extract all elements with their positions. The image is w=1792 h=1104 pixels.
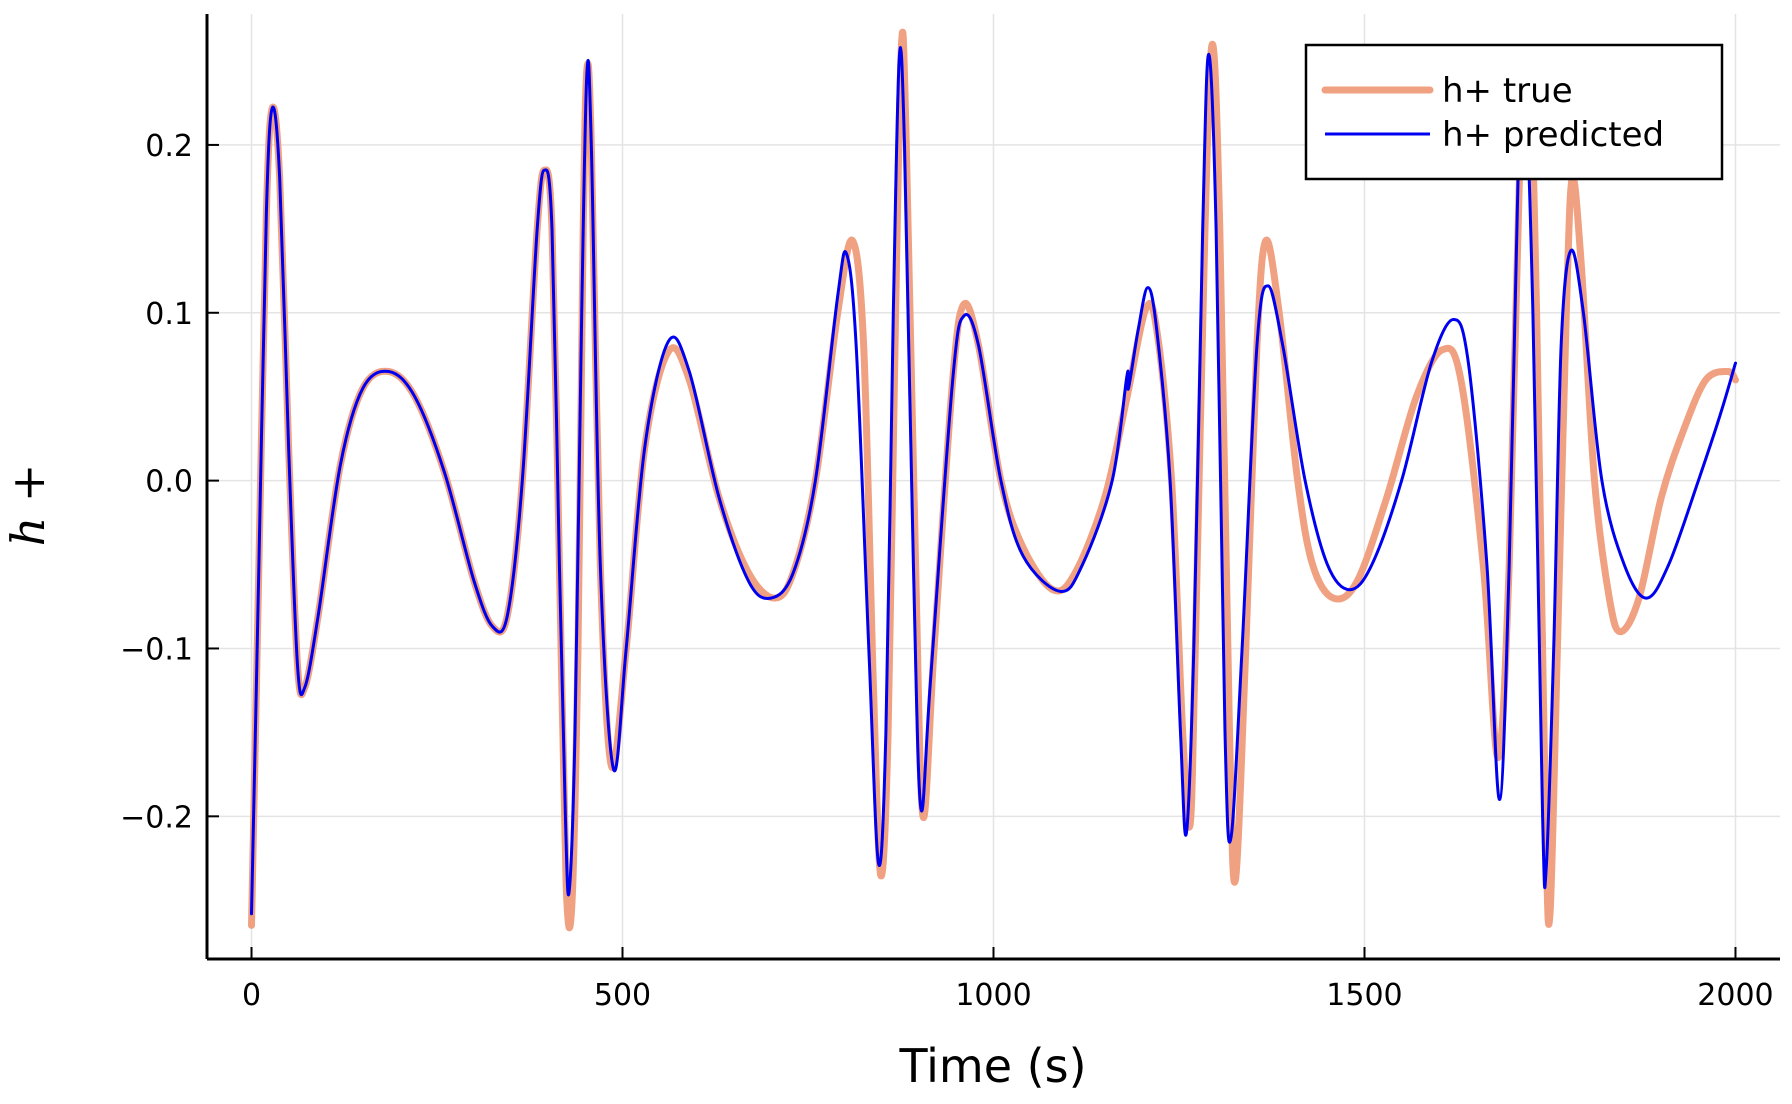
y-tick-label: 0.2 [145,129,193,164]
legend-label-predicted: h+ predicted [1442,115,1664,155]
y-axis-title: h + [1,464,55,547]
legend-label-true: h+ true [1442,71,1573,111]
series-layer [248,28,1739,932]
legend: h+ true h+ predicted [1304,43,1724,181]
y-tick-label: 0.1 [145,297,193,332]
x-tick-label: 1000 [955,978,1031,1013]
y-tick-label: −0.2 [120,800,193,835]
x-axis-title: Time (s) [898,1039,1086,1093]
y-tick-label: −0.1 [120,632,193,667]
y-tick-label: 0.0 [145,465,193,500]
series-line-h-predicted [250,46,1737,916]
x-tick-label: 0 [242,978,261,1013]
tick-labels: 0 500 1000 1500 2000 −0.2 −0.1 0.0 0.1 0.2 [120,129,1774,1013]
x-tick-label: 500 [594,978,651,1013]
ticks [207,143,1737,959]
legend-box [1304,43,1724,181]
x-tick-label: 1500 [1326,978,1402,1013]
x-tick-label: 2000 [1697,978,1773,1013]
